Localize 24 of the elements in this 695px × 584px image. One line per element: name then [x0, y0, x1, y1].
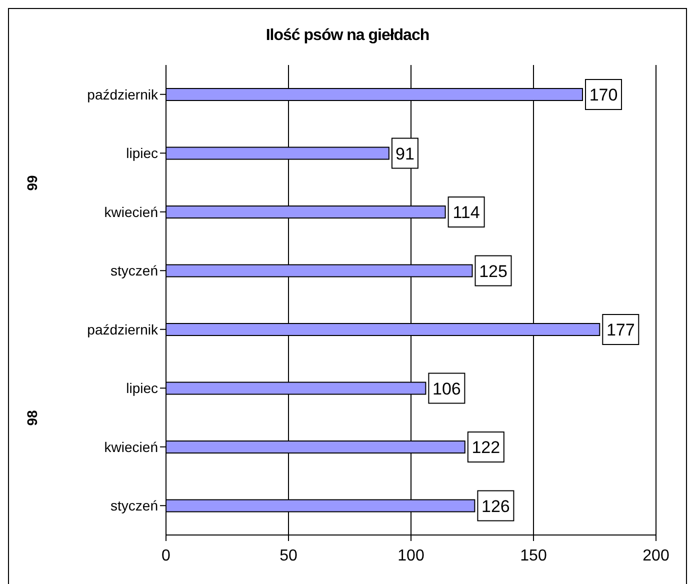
- data-label: 170: [589, 86, 618, 104]
- y-tick-label: październik: [87, 321, 159, 338]
- text: 99: [23, 174, 41, 192]
- y-tick-label: styczeń: [110, 498, 158, 514]
- x-tick-label: 200: [642, 547, 670, 564]
- y-tick-label: styczeń: [110, 262, 158, 279]
- y-tick-label: kwiecień: [104, 438, 158, 455]
- data-label: 125: [479, 262, 508, 281]
- data-label: 177: [606, 320, 635, 340]
- x-tick-label: 0: [162, 547, 171, 564]
- data-label: 91: [395, 144, 414, 164]
- text: 98: [23, 408, 41, 428]
- data-label: 122: [472, 438, 500, 457]
- y-tick-label: lipiec: [126, 380, 158, 396]
- x-tick-label: 50: [280, 547, 298, 564]
- x-tick-label: 100: [398, 547, 424, 564]
- chart-title: Ilość psów na giełdach: [264, 26, 430, 46]
- y-tick-label: lipiec: [126, 145, 158, 162]
- data-label: 114: [452, 203, 480, 222]
- data-label: 126: [482, 496, 510, 516]
- x-tick-label: 150: [520, 547, 547, 564]
- y-tick-label: październik: [87, 86, 159, 102]
- data-label: 106: [432, 379, 461, 398]
- y-tick-label: kwiecień: [104, 204, 158, 220]
